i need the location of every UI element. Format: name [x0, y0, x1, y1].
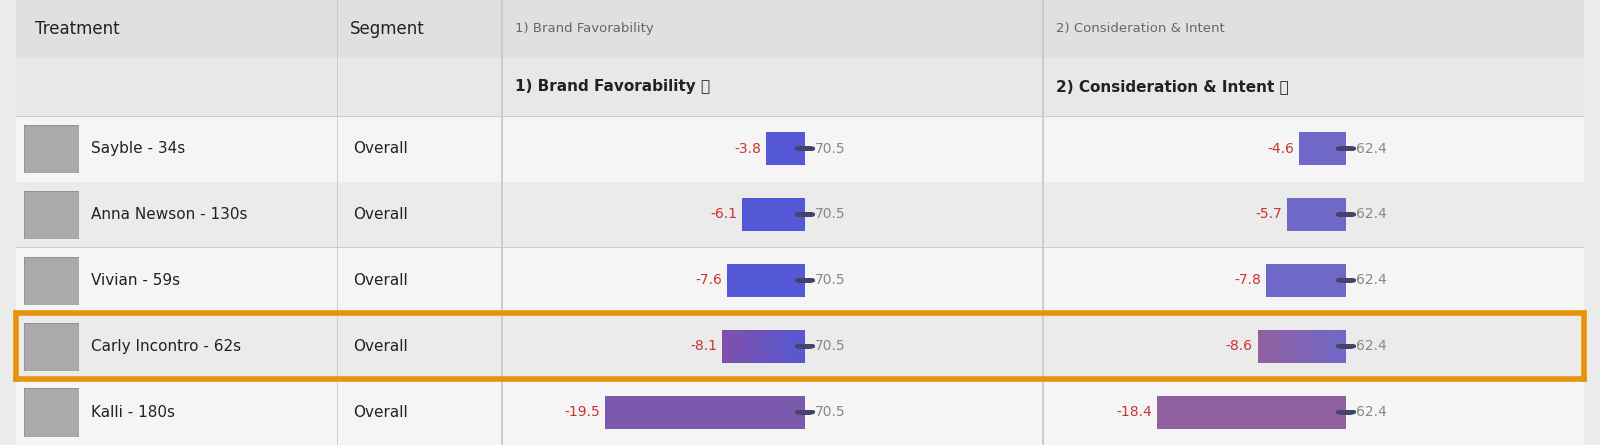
Text: -4.6: -4.6 [1267, 142, 1294, 156]
Text: -8.1: -8.1 [690, 339, 717, 353]
Text: Overall: Overall [354, 207, 408, 222]
Text: -3.8: -3.8 [734, 142, 762, 156]
Circle shape [795, 344, 814, 348]
Text: 2) Consideration & Intent ⓘ: 2) Consideration & Intent ⓘ [1056, 79, 1288, 94]
Text: -8.6: -8.6 [1226, 339, 1253, 353]
Text: Segment: Segment [350, 20, 426, 38]
Text: 62.4: 62.4 [1355, 273, 1386, 287]
Text: Overall: Overall [354, 273, 408, 288]
Text: 70.5: 70.5 [814, 273, 845, 287]
Circle shape [1336, 278, 1355, 283]
Text: 1) Brand Favorability: 1) Brand Favorability [515, 22, 654, 36]
Circle shape [795, 409, 814, 415]
Text: Kalli - 180s: Kalli - 180s [91, 405, 176, 420]
Text: 62.4: 62.4 [1355, 207, 1386, 222]
Text: 1) Brand Favorability ⓘ: 1) Brand Favorability ⓘ [515, 79, 710, 94]
Circle shape [795, 278, 814, 283]
Text: Vivian - 59s: Vivian - 59s [91, 273, 181, 288]
Text: 70.5: 70.5 [814, 207, 845, 222]
Text: Overall: Overall [354, 339, 408, 354]
Text: 62.4: 62.4 [1355, 142, 1386, 156]
Circle shape [1336, 344, 1355, 348]
Text: Overall: Overall [354, 405, 408, 420]
Text: Sayble - 34s: Sayble - 34s [91, 141, 186, 156]
Text: 70.5: 70.5 [814, 142, 845, 156]
Text: -19.5: -19.5 [565, 405, 600, 419]
Circle shape [795, 212, 814, 217]
Text: -7.6: -7.6 [696, 273, 722, 287]
Text: -6.1: -6.1 [710, 207, 738, 222]
Circle shape [1336, 409, 1355, 415]
Circle shape [1336, 212, 1355, 217]
Text: -5.7: -5.7 [1256, 207, 1283, 222]
Text: 62.4: 62.4 [1355, 405, 1386, 419]
Text: 2) Consideration & Intent: 2) Consideration & Intent [1056, 22, 1224, 36]
Text: 70.5: 70.5 [814, 405, 845, 419]
Text: Carly Incontro - 62s: Carly Incontro - 62s [91, 339, 242, 354]
Circle shape [1336, 146, 1355, 151]
Text: -18.4: -18.4 [1117, 405, 1152, 419]
Text: 70.5: 70.5 [814, 339, 845, 353]
Text: Anna Newson - 130s: Anna Newson - 130s [91, 207, 248, 222]
Text: Treatment: Treatment [35, 20, 120, 38]
Text: -7.8: -7.8 [1234, 273, 1261, 287]
Text: Overall: Overall [354, 141, 408, 156]
Text: 62.4: 62.4 [1355, 339, 1386, 353]
Circle shape [795, 146, 814, 151]
